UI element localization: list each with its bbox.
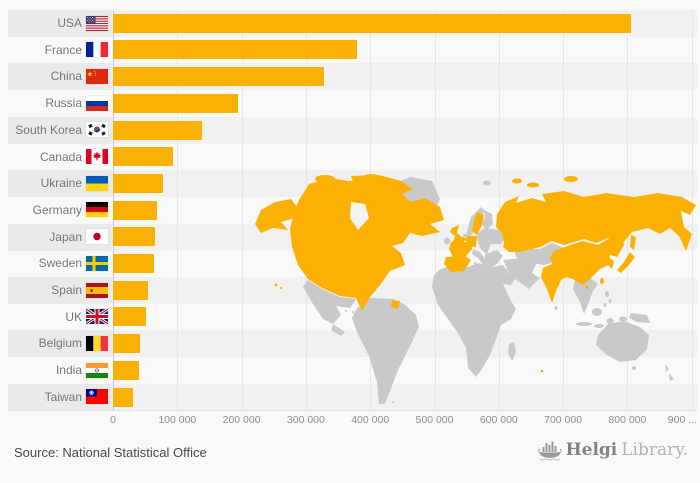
source-note: Source: National Statistical Office (14, 445, 207, 460)
chart-row-belgium: Belgium (0, 330, 700, 358)
bar-chart-boat-icon (537, 441, 562, 461)
chart-row-usa: USA (0, 10, 700, 37)
bar-india[interactable] (113, 360, 139, 380)
x-tick-label: 300 000 (286, 414, 325, 426)
ru-flag-icon (86, 95, 108, 111)
bar-uk[interactable] (113, 307, 146, 327)
x-tick-label: 400 000 (351, 414, 390, 426)
country-label-spain: Spain (51, 283, 82, 297)
bar-sweden[interactable] (113, 254, 154, 274)
x-tick-label: 800 000 (608, 414, 647, 426)
be-flag-icon (86, 335, 108, 351)
bar-south-korea[interactable] (113, 120, 202, 140)
chart-row-china: China (0, 63, 700, 91)
helgi-library-logo[interactable]: Helgi Library. (537, 439, 688, 461)
country-label-india: India (55, 363, 82, 378)
country-label-china: China (50, 69, 82, 84)
ca-flag-icon (86, 149, 108, 164)
bar-china[interactable] (113, 67, 324, 87)
footer: Source: National Statistical Office Helg… (0, 433, 700, 483)
gridline (498, 10, 500, 411)
country-label-taiwan: Taiwan (44, 389, 82, 404)
country-label-south-korea: South Korea (15, 122, 82, 137)
us-flag-icon (86, 15, 108, 31)
ua-flag-icon (86, 175, 108, 191)
chart-row-germany: Germany (0, 197, 700, 224)
x-tick-label: 500 000 (415, 414, 454, 426)
bar-japan[interactable] (113, 227, 155, 247)
logo-text-bold: Helgi (565, 440, 618, 460)
bar-belgium[interactable] (113, 334, 140, 354)
country-label-canada: Canada (39, 149, 82, 164)
x-tick-label: 600 000 (479, 414, 518, 426)
country-label-sweden: Sweden (38, 256, 82, 271)
chart-row-france: France (0, 37, 700, 64)
bar-spain[interactable] (113, 280, 148, 300)
jp-flag-icon (86, 229, 108, 245)
bar-taiwan[interactable] (113, 387, 133, 407)
country-label-france: France (44, 42, 82, 57)
in-flag-icon (86, 362, 108, 378)
chart-row-canada: Canada (0, 144, 700, 171)
bar-france[interactable] (113, 40, 357, 60)
logo-text-light: Library. (621, 440, 688, 460)
bar-germany[interactable] (113, 200, 157, 220)
x-tick-label: 0 (110, 414, 116, 426)
kr-flag-icon (86, 122, 108, 138)
de-flag-icon (86, 202, 108, 218)
x-tick-label: 100 000 (158, 414, 197, 426)
gridline (241, 10, 243, 411)
bar-usa[interactable] (113, 13, 631, 33)
chart-row-sweden: Sweden (0, 250, 700, 277)
bar-canada[interactable] (113, 147, 173, 167)
bar-russia[interactable] (113, 93, 238, 113)
x-tick-label: 700 000 (544, 414, 583, 426)
country-label-uk: UK (65, 309, 82, 324)
x-tick-label: 900 ... (667, 414, 697, 426)
country-label-germany: Germany (32, 202, 82, 217)
chart-row-india: India (0, 357, 700, 384)
se-flag-icon (86, 255, 108, 271)
country-label-ukraine: Ukraine (40, 176, 82, 191)
chart-row-south-korea: South Korea (0, 116, 700, 144)
country-label-usa: USA (57, 16, 82, 30)
plot-bottom-border (8, 410, 697, 411)
world-map (255, 174, 696, 404)
chart-row-russia: Russia (0, 90, 700, 117)
fr-flag-icon (86, 42, 108, 58)
tw-flag-icon (86, 389, 108, 405)
bar-ukraine[interactable] (113, 173, 163, 193)
country-label-belgium: Belgium (38, 336, 82, 351)
country-label-japan: Japan (49, 229, 82, 244)
chart-row-uk: UK (0, 304, 700, 331)
country-label-russia: Russia (45, 96, 82, 111)
gridline (177, 10, 179, 411)
cn-flag-icon (86, 68, 108, 84)
es-flag-icon (86, 282, 108, 298)
chart-row-taiwan: Taiwan (0, 383, 700, 411)
gb-flag-icon (86, 309, 108, 325)
x-tick-label: 200 000 (222, 414, 261, 426)
